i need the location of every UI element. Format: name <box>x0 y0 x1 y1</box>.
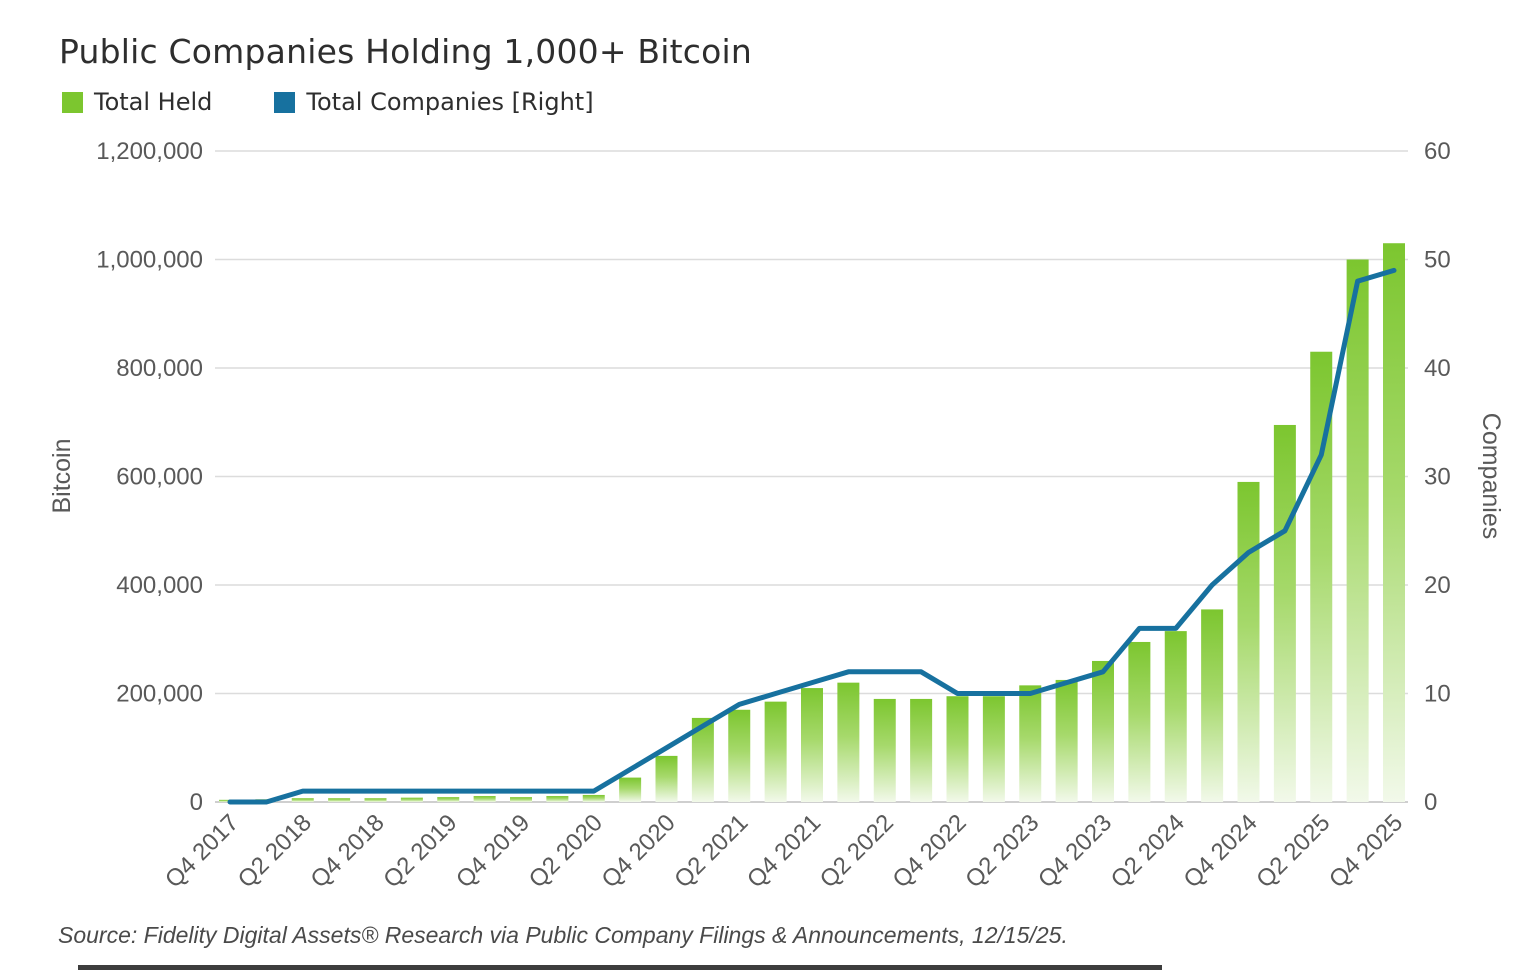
y-left-tick-label: 600,000 <box>116 464 203 491</box>
y-right-tick-label: 40 <box>1424 355 1451 382</box>
bar-q3-2024 <box>1201 609 1224 802</box>
bar-q4-2023 <box>1092 660 1114 802</box>
x-tick-label: Q2 2022 <box>815 809 899 893</box>
y-left-tick-label: 0 <box>190 789 203 816</box>
bar-q2-2023 <box>1019 685 1042 802</box>
x-tick-label: Q4 2022 <box>888 809 972 893</box>
bar-q1-2022 <box>837 682 860 802</box>
x-tick-label: Q2 2018 <box>233 809 317 893</box>
bar-q2-2024 <box>1164 631 1187 802</box>
bar-q2-2018 <box>291 798 314 802</box>
y-right-tick-label: 60 <box>1424 138 1451 165</box>
y-left-tick-label: 400,000 <box>116 572 203 599</box>
y-right-axis-labels: 0 10 20 30 40 50 60 <box>1424 138 1451 816</box>
y-left-axis-title: Bitcoin <box>48 438 76 513</box>
bar-q4-2024 <box>1237 481 1260 802</box>
x-tick-label: Q4 2020 <box>597 809 681 893</box>
bar-q3-2025 <box>1346 259 1369 802</box>
x-tick-label: Q4 2018 <box>306 809 390 893</box>
y-left-tick-label: 800,000 <box>116 355 203 382</box>
y-right-tick-label: 10 <box>1424 681 1451 708</box>
x-tick-label: Q2 2019 <box>378 809 462 893</box>
legend-item-total-companies: Total Companies [Right] <box>274 88 594 116</box>
y-left-axis-labels: 0 200,000 400,000 600,000 800,000 1,000,000 1,… <box>96 138 203 816</box>
bar-q1-2023 <box>982 696 1005 802</box>
bar-q3-2020 <box>619 777 642 802</box>
x-tick-label: Q4 2017 <box>160 809 244 893</box>
bar-q4-2025 <box>1383 243 1405 803</box>
bar-q3-2021 <box>764 701 787 802</box>
x-tick-label: Q2 2024 <box>1106 809 1190 893</box>
x-tick-label: Q4 2021 <box>742 809 826 893</box>
legend: Total Held Total Companies [Right] <box>62 88 656 116</box>
bar-q4-2019 <box>510 797 532 802</box>
source-note: Source: Fidelity Digital Assets® Researc… <box>58 922 1068 948</box>
bar-q1-2021 <box>691 717 714 802</box>
y-left-tick-label: 1,000,000 <box>96 247 203 274</box>
bar-q4-2021 <box>801 688 823 802</box>
total-held-bars <box>219 243 1405 803</box>
bar-q1-2020 <box>546 796 569 802</box>
bar-q4-2022 <box>946 696 969 802</box>
y-right-axis-title: Companies <box>1477 413 1505 539</box>
bar-q1-2019 <box>400 797 423 802</box>
legend-item-total-held: Total Held <box>62 88 212 116</box>
bar-q2-2021 <box>728 709 751 802</box>
bar-q1-2025 <box>1273 424 1296 802</box>
bottom-edge-bar <box>78 965 1162 970</box>
y-right-tick-label: 20 <box>1424 572 1451 599</box>
y-right-tick-label: 0 <box>1424 789 1437 816</box>
legend-label-total-held: Total Held <box>94 88 213 116</box>
y-left-tick-label: 200,000 <box>116 681 203 708</box>
bar-q1-2024 <box>1128 641 1151 802</box>
total-companies-line <box>227 267 1397 805</box>
y-right-tick-label: 30 <box>1424 464 1451 491</box>
y-right-tick-label: 50 <box>1424 247 1451 274</box>
bar-q3-2022 <box>910 698 933 802</box>
x-tick-label: Q4 2025 <box>1324 809 1408 893</box>
bar-q3-2023 <box>1055 679 1078 802</box>
x-tick-label: Q4 2023 <box>1033 809 1117 893</box>
bar-q2-2020 <box>582 794 605 802</box>
bar-q2-2019 <box>437 797 460 802</box>
x-tick-label: Q4 2024 <box>1179 809 1263 893</box>
x-tick-label: Q2 2020 <box>524 809 608 893</box>
bar-q3-2018 <box>328 798 351 802</box>
x-tick-label: Q2 2021 <box>669 809 753 893</box>
bar-q2-2022 <box>873 698 896 802</box>
x-tick-label: Q2 2023 <box>960 809 1044 893</box>
bar-q3-2019 <box>473 796 496 802</box>
legend-label-total-companies: Total Companies [Right] <box>306 88 594 116</box>
y-left-tick-label: 1,200,000 <box>96 138 203 165</box>
bar-q4-2018 <box>364 798 387 802</box>
chart-title: Public Companies Holding 1,000+ Bitcoin <box>59 32 752 71</box>
legend-swatch-total-held <box>62 91 83 113</box>
x-tick-label: Q4 2019 <box>451 809 535 893</box>
legend-swatch-total-companies <box>274 91 296 113</box>
x-tick-label: Q2 2025 <box>1251 809 1335 893</box>
bar-q4-2020 <box>655 755 678 802</box>
